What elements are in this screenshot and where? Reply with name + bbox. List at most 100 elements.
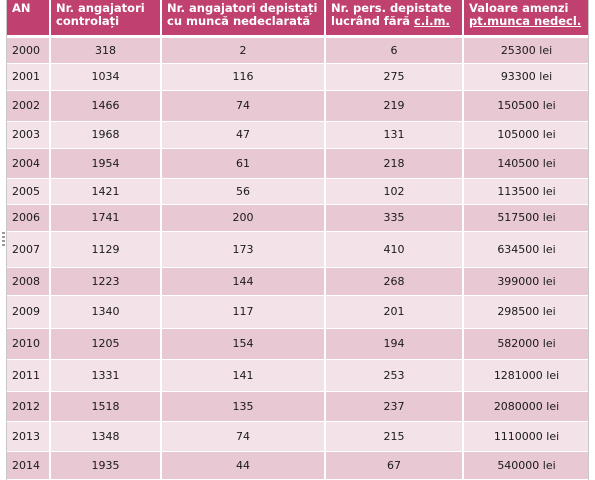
header-line2: lucrând fără: [331, 14, 414, 28]
cell-persons-found: 275: [324, 63, 463, 91]
cell-fines: 1281000 lei: [462, 359, 588, 392]
table-row: 2010 1205 154 194 582000 lei: [7, 328, 588, 360]
header-line2: controlați: [56, 14, 120, 28]
table-row: 2013 1348 74 215 1110000 lei: [7, 421, 588, 452]
cell-fines: 399000 lei: [462, 267, 588, 296]
cell-fines: 2080000 lei: [462, 391, 588, 422]
cell-year: 2009: [7, 295, 50, 329]
table-row: 2009 1340 117 201 298500 lei: [7, 295, 588, 329]
cell-persons-found: 6: [324, 36, 463, 64]
table-row: 2011 1331 141 253 1281000 lei: [7, 359, 588, 392]
cell-year: 2004: [7, 148, 50, 179]
cell-employers-checked: 1421: [49, 178, 161, 205]
cell-year: 2000: [7, 36, 50, 64]
cell-employers-found: 44: [160, 451, 325, 480]
cell-employers-found: 47: [160, 121, 325, 149]
cell-employers-found: 154: [160, 328, 325, 360]
cell-persons-found: 410: [324, 231, 463, 268]
cell-persons-found: 67: [324, 451, 463, 480]
table-row: 2001 1034 116 275 93300 lei: [7, 63, 588, 91]
cell-employers-found: 141: [160, 359, 325, 392]
header-year-label: AN: [12, 1, 31, 15]
cell-employers-checked: 1223: [49, 267, 161, 296]
cell-employers-checked: 1340: [49, 295, 161, 329]
cell-fines: 517500 lei: [462, 204, 588, 232]
header-year: AN: [7, 0, 50, 38]
cell-persons-found: 215: [324, 421, 463, 452]
table-row: 2002 1466 74 219 150500 lei: [7, 90, 588, 122]
cell-employers-found: 173: [160, 231, 325, 268]
cell-fines: 634500 lei: [462, 231, 588, 268]
cell-year: 2003: [7, 121, 50, 149]
cell-persons-found: 335: [324, 204, 463, 232]
cell-fines: 298500 lei: [462, 295, 588, 329]
cell-fines: 25300 lei: [462, 36, 588, 64]
cell-employers-checked: 1205: [49, 328, 161, 360]
header-employers-checked: Nr. angajatori controlați: [49, 0, 161, 38]
cell-persons-found: 102: [324, 178, 463, 205]
cell-employers-checked: 1348: [49, 421, 161, 452]
table-row: 2003 1968 47 131 105000 lei: [7, 121, 588, 149]
cell-fines: 93300 lei: [462, 63, 588, 91]
cell-fines: 140500 lei: [462, 148, 588, 179]
header-line2-underlined: pt.munca nedecl.: [469, 14, 582, 28]
cell-persons-found: 218: [324, 148, 463, 179]
cell-year: 2006: [7, 204, 50, 232]
cell-employers-checked: 1034: [49, 63, 161, 91]
cell-year: 2007: [7, 231, 50, 268]
cell-year: 2005: [7, 178, 50, 205]
table-row: 2014 1935 44 67 540000 lei: [7, 451, 588, 480]
cell-fines: 113500 lei: [462, 178, 588, 205]
header-line1: Nr. angajatori depistați: [167, 1, 318, 15]
cell-year: 2002: [7, 90, 50, 122]
header-line2-underlined: c.i.m.: [414, 14, 450, 28]
table-row: 2006 1741 200 335 517500 lei: [7, 204, 588, 232]
cell-fines: 540000 lei: [462, 451, 588, 480]
cell-persons-found: 268: [324, 267, 463, 296]
cell-employers-found: 56: [160, 178, 325, 205]
cell-employers-found: 135: [160, 391, 325, 422]
table-row: 2007 1129 173 410 634500 lei: [7, 231, 588, 268]
cell-persons-found: 201: [324, 295, 463, 329]
cell-employers-found: 74: [160, 421, 325, 452]
header-line1: Valoare amenzi: [469, 1, 569, 15]
resize-handle[interactable]: [2, 232, 5, 246]
table-row: 2008 1223 144 268 399000 lei: [7, 267, 588, 296]
cell-employers-checked: 1968: [49, 121, 161, 149]
table-row: 2004 1954 61 218 140500 lei: [7, 148, 588, 179]
cell-persons-found: 219: [324, 90, 463, 122]
cell-employers-found: 2: [160, 36, 325, 64]
cell-employers-checked: 1741: [49, 204, 161, 232]
table-header-row: AN Nr. angajatori controlați Nr. angajat…: [7, 0, 588, 38]
header-fines: Valoare amenzi pt.munca nedecl.: [462, 0, 588, 38]
cell-fines: 105000 lei: [462, 121, 588, 149]
data-table: AN Nr. angajatori controlați Nr. angajat…: [7, 0, 588, 480]
cell-employers-found: 116: [160, 63, 325, 91]
header-line1: Nr. pers. depistate: [331, 1, 452, 15]
header-line1: Nr. angajatori: [56, 1, 145, 15]
cell-persons-found: 131: [324, 121, 463, 149]
header-persons-found: Nr. pers. depistate lucrând fără c.i.m.: [324, 0, 463, 38]
cell-year: 2011: [7, 359, 50, 392]
cell-employers-checked: 1129: [49, 231, 161, 268]
cell-fines: 582000 lei: [462, 328, 588, 360]
table-row: 2005 1421 56 102 113500 lei: [7, 178, 588, 205]
cell-employers-checked: 1518: [49, 391, 161, 422]
cell-year: 2008: [7, 267, 50, 296]
cell-year: 2013: [7, 421, 50, 452]
cell-persons-found: 253: [324, 359, 463, 392]
cell-employers-checked: 1954: [49, 148, 161, 179]
cell-year: 2001: [7, 63, 50, 91]
cell-year: 2012: [7, 391, 50, 422]
header-line2: cu muncă nedeclarată: [167, 14, 311, 28]
cell-fines: 1110000 lei: [462, 421, 588, 452]
cell-employers-checked: 1466: [49, 90, 161, 122]
cell-year: 2010: [7, 328, 50, 360]
header-employers-found: Nr. angajatori depistați cu muncă nedecl…: [160, 0, 325, 38]
table-body: 2000 318 2 6 25300 lei 2001 1034 116 275 93300 le…: [7, 36, 588, 480]
cell-fines: 150500 lei: [462, 90, 588, 122]
cell-employers-checked: 318: [49, 36, 161, 64]
cell-employers-checked: 1331: [49, 359, 161, 392]
cell-employers-found: 200: [160, 204, 325, 232]
cell-employers-found: 144: [160, 267, 325, 296]
